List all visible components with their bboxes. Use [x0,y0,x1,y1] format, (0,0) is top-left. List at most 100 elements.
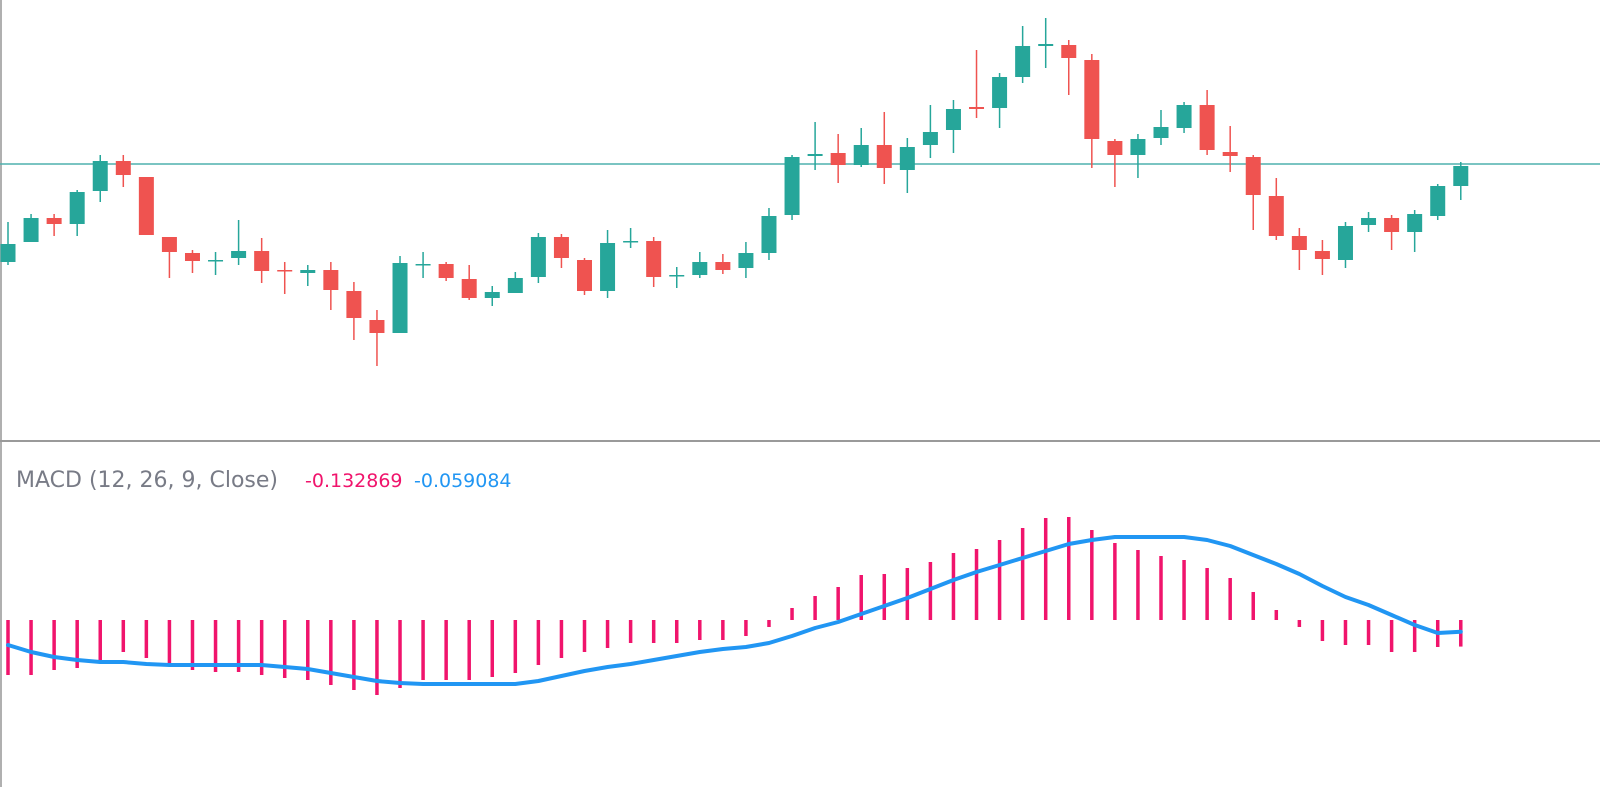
histogram-bar [882,574,887,620]
candle-body [761,216,777,253]
candle-body [969,107,985,109]
histogram-bar [467,620,471,680]
candle-body [553,237,569,258]
candle-body [1430,186,1446,216]
histogram-bar [29,620,33,675]
candle-body [323,270,339,290]
candle-body [922,132,938,145]
histogram-bar [398,620,402,688]
candle-body [300,270,316,273]
candle-body [1453,166,1469,186]
signal-line [6,535,1463,686]
candle-body [1015,46,1031,77]
histogram-bar [1320,620,1325,641]
histogram-bar [421,620,425,680]
histogram-bar [605,620,610,648]
histogram-bar [329,620,333,685]
histogram-bar [1228,578,1232,620]
histogram-bar [767,620,771,627]
histogram-bar [1090,530,1094,620]
histogram-bar [282,620,287,678]
candle-body [507,278,523,293]
candle-body [992,77,1008,108]
histogram-bar [582,620,587,652]
macd-value: -0.132869 [305,470,403,492]
candle-body [1407,214,1423,232]
candle-body [1384,218,1400,232]
candle-body [738,253,754,268]
histogram-bar [6,620,10,675]
candle-body [161,237,177,252]
candle-body [346,291,362,318]
candle-body [853,145,869,165]
histogram-bar [951,553,956,620]
histogram-bar [905,568,910,620]
histogram-bar [513,620,518,673]
candle-body [1245,157,1261,195]
candle-body [1153,127,1169,138]
histogram-bar [790,608,794,620]
candle-body [208,260,224,262]
histogram-bar [559,620,564,658]
candle-body [1130,139,1146,155]
candle-body [1199,105,1215,150]
candle-body [392,263,408,333]
histogram-bar [1389,620,1394,652]
histogram-bar [1366,620,1371,645]
candle-body [0,244,16,262]
candle-body [484,292,500,298]
candle-body [1176,105,1192,128]
histogram-bar [651,620,656,643]
candle-body [807,154,823,156]
candle-body [1268,196,1284,236]
candle-body [646,241,662,277]
candle-body [1314,251,1330,259]
candle-body [231,251,247,258]
histogram-bar [1343,620,1348,645]
histogram-bar [259,620,264,675]
candle-body [577,260,592,291]
histogram-bar [306,620,310,680]
candle-body [277,270,293,272]
histogram-bar [1412,620,1417,652]
histogram-bar [375,620,379,695]
histogram-bar [1067,517,1071,620]
histogram-bar [997,540,1002,620]
candle-body [438,264,454,278]
histogram-bar [836,587,840,620]
candle-body [92,161,108,191]
histogram-bar [974,549,979,620]
candle-body [876,145,892,168]
candle-body [715,262,731,270]
candle-body [623,241,639,243]
candle-body [115,161,131,175]
candle-body [600,243,616,291]
histogram-bar [352,620,356,690]
histogram-bar [1043,518,1048,620]
candle-body [1361,218,1377,225]
histogram-bar [190,620,195,670]
histogram-bar [536,620,541,665]
candle-body [369,320,385,333]
histogram-bar [1136,550,1140,620]
macd-title: MACD (12, 26, 9, Close) [16,468,278,493]
histogram-bar [1205,568,1209,620]
histogram-bar [213,620,218,672]
histogram-bar [1297,620,1302,627]
histogram-bar [721,620,725,640]
candle-body [1222,152,1238,156]
candle-body [530,237,546,277]
candle-body [945,109,961,130]
histogram-bar [813,596,817,620]
histogram-bar [698,620,702,640]
candle-body [138,177,154,235]
histogram-bar [144,620,149,658]
histogram-bar [1182,560,1186,620]
candle-body [184,253,200,261]
histogram-bar [121,620,126,652]
histogram-bar [75,620,79,668]
candle-body [669,275,685,277]
histogram-bar [1274,610,1279,620]
